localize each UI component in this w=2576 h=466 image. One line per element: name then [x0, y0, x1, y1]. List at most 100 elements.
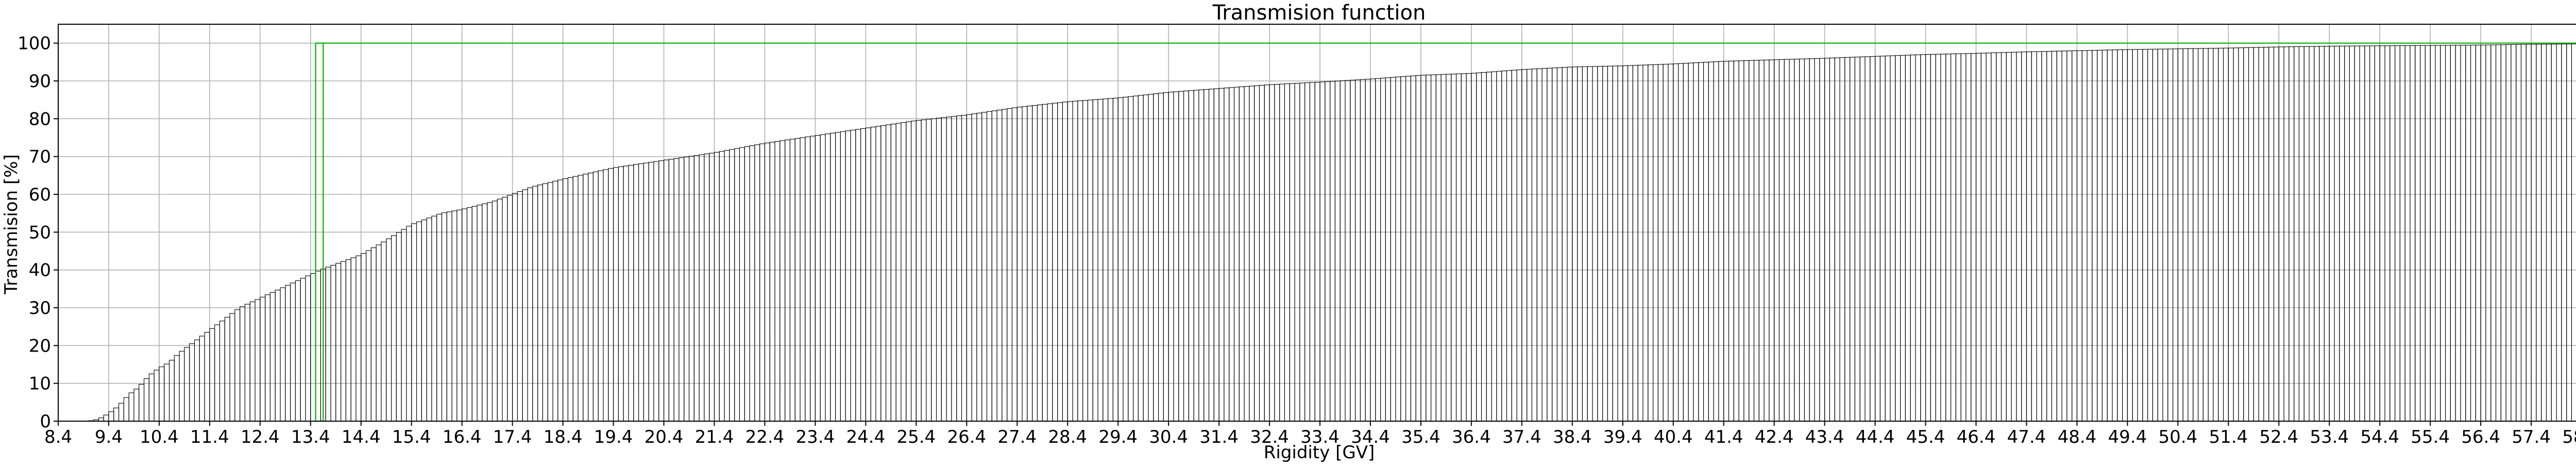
transmission-bar — [1617, 65, 1623, 422]
transmission-bar — [2268, 46, 2275, 422]
transmission-bar — [1163, 92, 1169, 422]
transmission-bar — [1865, 56, 1871, 422]
transmission-bar — [2213, 48, 2219, 422]
transmission-bar — [1915, 54, 1921, 422]
transmission-bar — [2031, 51, 2037, 422]
transmission-bar — [1572, 66, 1578, 422]
transmission-bar — [154, 370, 160, 422]
transmission-bar — [1491, 71, 1497, 422]
transmission-bar — [1274, 84, 1280, 422]
transmission-bar — [2475, 44, 2481, 422]
transmission-bar — [350, 257, 357, 422]
transmission-bar — [1249, 86, 1255, 422]
x-tick-label: 18.4 — [544, 427, 583, 447]
transmission-bar — [2107, 49, 2113, 422]
transmission-bar — [1486, 72, 1492, 422]
transmission-bar — [764, 142, 770, 422]
transmission-bar — [305, 275, 311, 422]
transmission-bar — [1476, 72, 1482, 422]
transmission-bar — [401, 229, 407, 422]
x-tick-label: 16.4 — [443, 427, 482, 447]
transmission-bar — [361, 253, 367, 422]
transmission-bar — [2197, 48, 2204, 422]
transmission-bar — [224, 317, 230, 422]
transmission-bar — [1521, 69, 1528, 422]
transmission-bar — [2561, 43, 2567, 422]
transmission-bar — [1859, 56, 1866, 422]
transmission-bar — [2399, 45, 2405, 422]
transmission-bar — [1764, 59, 1770, 422]
transmission-bar — [2566, 43, 2572, 422]
x-tick-label: 20.4 — [645, 427, 684, 447]
transmission-bar — [679, 157, 685, 422]
x-tick-label: 55.4 — [2411, 427, 2450, 447]
transmission-bar — [1385, 77, 1391, 422]
y-tick-label: 0 — [40, 411, 51, 432]
transmission-bar — [2520, 44, 2527, 422]
transmission-bar — [1844, 57, 1851, 422]
transmission-bar — [1325, 81, 1331, 422]
transmission-bar — [1829, 57, 1835, 422]
transmission-bar — [2389, 45, 2396, 422]
transmission-bar — [1541, 68, 1548, 422]
transmission-bar — [1340, 80, 1346, 422]
transmission-bar — [1653, 64, 1658, 422]
transmission-bar — [1138, 95, 1144, 422]
transmission-bar — [542, 183, 548, 422]
transmission-bar — [961, 115, 967, 422]
transmission-bar — [1753, 60, 1759, 422]
transmission-bar — [830, 132, 836, 422]
transmission-bar — [492, 201, 498, 422]
transmission-bar — [2021, 52, 2027, 422]
y-tick-label: 70 — [29, 147, 51, 168]
transmission-bar — [1400, 76, 1406, 422]
transmission-bar — [229, 313, 235, 422]
transmission-bar — [522, 189, 528, 422]
transmission-bar — [2556, 43, 2562, 422]
x-tick-label: 43.4 — [1805, 427, 1844, 447]
transmission-bar — [901, 122, 907, 422]
transmission-bar — [1688, 62, 1694, 422]
transmission-bar — [234, 309, 241, 422]
transmission-bar — [1587, 66, 1593, 422]
transmission-bar — [1648, 64, 1654, 422]
transmission-bar — [976, 112, 982, 422]
transmission-bar — [2051, 51, 2057, 422]
x-tick-label: 33.4 — [1300, 427, 1340, 447]
transmission-bar — [2490, 44, 2497, 422]
transmission-bar — [1875, 56, 1880, 422]
transmission-bar — [921, 119, 927, 422]
transmission-bar — [2087, 50, 2093, 422]
transmission-bar — [2157, 48, 2163, 422]
transmission-bar — [1733, 60, 1739, 422]
transmission-bar — [2480, 44, 2486, 422]
transmission-bar — [1466, 73, 1472, 422]
transmission-bar — [285, 285, 291, 422]
transmission-bar — [886, 124, 891, 422]
transmission-bar — [658, 160, 665, 422]
transmission-bar — [1254, 85, 1260, 422]
transmission-bar — [2238, 47, 2244, 422]
transmission-bar — [1112, 97, 1118, 422]
transmission-bar — [890, 124, 896, 422]
transmission-bar — [1077, 100, 1083, 422]
transmission-bar — [325, 267, 331, 422]
transmission-bar — [2072, 50, 2077, 422]
transmission-bar — [1910, 55, 1916, 422]
transmission-bar — [1390, 77, 1396, 422]
transmission-bar — [2364, 45, 2370, 422]
transmission-bar — [2006, 52, 2012, 422]
y-tick-label: 50 — [29, 222, 51, 243]
x-tick-label: 10.4 — [140, 427, 179, 447]
transmission-bar — [1693, 62, 1699, 422]
transmission-bar — [1814, 58, 1820, 422]
transmission-bar — [2147, 48, 2153, 422]
transmission-bar — [2001, 52, 2007, 422]
transmission-bar — [2541, 44, 2547, 422]
transmission-bar — [219, 321, 225, 422]
transmission-bar — [396, 232, 402, 422]
transmission-bar — [2339, 45, 2345, 422]
transmission-bar — [2188, 48, 2194, 422]
transmission-bar — [643, 162, 649, 422]
